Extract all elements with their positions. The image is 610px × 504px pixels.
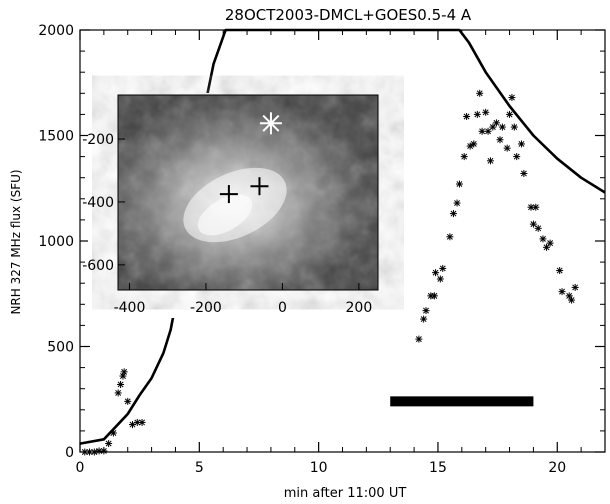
x-tick-label: 15 xyxy=(429,460,447,476)
time-bar xyxy=(390,396,534,407)
data-point xyxy=(513,153,521,161)
x-tick-label: 5 xyxy=(195,460,204,476)
bright-core xyxy=(197,194,253,236)
data-point xyxy=(114,389,122,397)
data-point xyxy=(532,203,540,211)
inset-y-tick-label: -400 xyxy=(82,195,114,211)
data-point xyxy=(486,157,494,165)
data-point xyxy=(90,448,98,456)
data-point xyxy=(470,140,478,148)
asterisk-marker xyxy=(259,112,282,135)
data-point xyxy=(455,180,463,188)
data-point xyxy=(539,235,547,243)
data-point xyxy=(105,440,113,448)
data-point xyxy=(571,283,579,291)
y-tick-label: 2000 xyxy=(38,23,74,39)
data-point xyxy=(510,123,518,131)
x-ticks: 0 5 10 15 20 xyxy=(76,30,606,476)
data-point xyxy=(133,418,141,426)
inset-x-tick-label: 200 xyxy=(346,300,373,316)
data-point xyxy=(546,239,554,247)
data-point xyxy=(506,110,514,118)
data-point xyxy=(482,108,490,116)
data-point xyxy=(568,296,576,304)
data-point xyxy=(463,113,471,121)
y-tick-label: 500 xyxy=(47,340,74,356)
data-point xyxy=(534,224,542,232)
data-point xyxy=(503,144,511,152)
inset-frame xyxy=(117,94,379,291)
data-point xyxy=(117,380,125,388)
data-point xyxy=(558,288,566,296)
y-tick-label: 1000 xyxy=(38,234,74,250)
data-point xyxy=(556,267,564,275)
data-point xyxy=(478,127,486,135)
data-point xyxy=(430,292,438,300)
x-axis-label: min after 11:00 UT xyxy=(284,486,407,501)
data-point xyxy=(508,94,516,102)
x-tick-label: 10 xyxy=(310,460,328,476)
inset-y-tick-label: -200 xyxy=(82,132,114,148)
data-point xyxy=(517,140,525,148)
data-point xyxy=(492,119,500,127)
inset-x-tick-label: -200 xyxy=(190,300,222,316)
plus-marker xyxy=(219,185,238,204)
data-point xyxy=(415,335,423,343)
inset-y-tick-label: -600 xyxy=(82,258,114,274)
y-axis-label: NRH 327 MHz flux (SFU) xyxy=(9,169,23,314)
data-point xyxy=(473,110,481,118)
data-point xyxy=(120,368,128,376)
data-point xyxy=(449,210,457,218)
data-point xyxy=(432,269,440,277)
data-point xyxy=(422,307,430,315)
data-point xyxy=(124,397,132,405)
data-point xyxy=(436,275,444,283)
y-tick-label: 1500 xyxy=(38,129,74,145)
data-point xyxy=(520,169,528,177)
inset-x-tick-label: 0 xyxy=(278,300,287,316)
data-point xyxy=(496,136,504,144)
data-point xyxy=(476,89,484,97)
data-point xyxy=(138,418,146,426)
x-tick-label: 20 xyxy=(548,460,566,476)
inset-x-tick-label: -400 xyxy=(114,300,146,316)
data-point xyxy=(453,199,461,207)
data-point xyxy=(439,264,447,272)
inset-image: -400 -200 0 200 -200 -400 -600 xyxy=(82,93,380,318)
data-point xyxy=(484,127,492,135)
data-point xyxy=(529,220,537,228)
data-point xyxy=(86,448,94,456)
data-point xyxy=(446,233,454,241)
x-tick-label: 0 xyxy=(76,460,85,476)
plus-marker xyxy=(250,177,269,196)
data-point xyxy=(498,123,506,131)
y-tick-label: 0 xyxy=(65,445,74,461)
data-point xyxy=(100,447,108,455)
data-point xyxy=(420,315,428,323)
data-point xyxy=(460,153,468,161)
chart-title: 28OCT2003-DMCL+GOES0.5-4 A xyxy=(225,6,472,24)
